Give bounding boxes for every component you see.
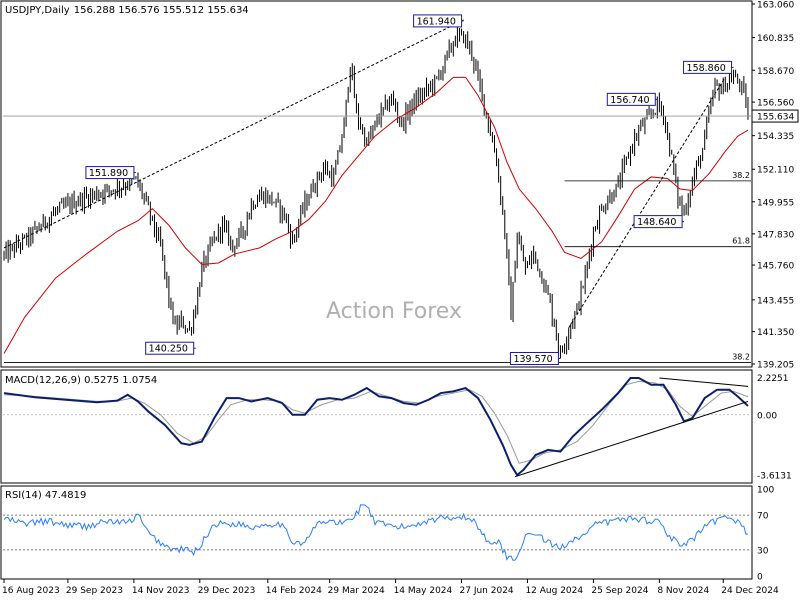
price-annotation-label: 161.940: [417, 16, 456, 27]
price-axis-tick-label: 158.670: [757, 67, 794, 77]
fibonacci-level-label: 38.2: [732, 171, 750, 180]
price-annotation-label: 156.740: [610, 95, 649, 106]
time-axis-label: 14 Nov 2023: [132, 586, 190, 596]
price-annotation-label: 148.640: [637, 217, 676, 228]
price-annotation-label: 139.570: [513, 354, 552, 365]
price-axis-tick-label: 154.335: [757, 132, 794, 142]
rsi-axis-tick-label: 100: [757, 486, 774, 496]
rsi-axis-tick-label: 30: [757, 546, 769, 556]
macd-axis-tick-label: 2.2251: [757, 374, 789, 384]
symbol-label: USDJPY,Daily: [5, 5, 70, 16]
rsi-axis-tick-label: 70: [757, 512, 769, 522]
time-axis-label: 14 May 2024: [394, 586, 453, 596]
price-annotation-label: 151.890: [89, 168, 128, 179]
macd-title: MACD(12,26,9) 0.5275 1.0754: [5, 375, 157, 386]
macd-trendline: [514, 400, 749, 478]
price-axis-tick-label: 145.760: [757, 262, 794, 272]
price-trendline: [3, 19, 464, 249]
price-title: USDJPY,Daily 156.288 156.576 155.512 155.…: [5, 5, 249, 16]
time-axis-label: 14 Feb 2024: [266, 586, 322, 596]
macd-axis-tick-label: -3.6131: [757, 472, 792, 482]
time-axis-label: 29 Sep 2023: [66, 586, 123, 596]
price-axis-tick-label: 160.835: [757, 34, 794, 44]
moving-average-line: [3, 76, 749, 354]
time-axis-label: 29 Mar 2024: [328, 586, 385, 596]
time-axis-label: 24 Dec 2024: [721, 586, 779, 596]
current-price-label: 155.634: [757, 113, 794, 123]
watermark: Action Forex: [326, 299, 462, 324]
price-axis-tick-label: 149.955: [757, 198, 794, 208]
price-trendline: [568, 77, 726, 329]
price-axis-tick-label: 163.060: [757, 1, 794, 11]
fibonacci-level-label: 38.2: [732, 353, 750, 362]
time-axis-label: 12 Aug 2024: [525, 586, 583, 596]
macd-axis-tick-label: 0.00: [757, 411, 777, 421]
price-axis-tick-label: 139.205: [757, 361, 794, 371]
price-axis-tick-label: 156.560: [757, 99, 794, 109]
time-axis-label: 25 Sep 2024: [591, 586, 648, 596]
macd-signal-line: [4, 380, 749, 464]
rsi-line: [3, 504, 749, 561]
macd-trendline: [659, 377, 749, 387]
macd-line: [3, 377, 749, 477]
rsi-axis-tick-label: 0: [757, 573, 763, 583]
time-axis-label: 27 Jun 2024: [460, 586, 514, 596]
macd-panel-frame: [0, 369, 753, 484]
ohlc-header: 156.288 156.576 155.512 155.634: [74, 5, 249, 16]
price-annotation-label: 158.860: [687, 63, 726, 74]
price-axis-tick-label: 152.110: [757, 166, 794, 176]
rsi-panel-frame: [0, 485, 753, 580]
price-axis-tick-label: 141.350: [757, 328, 794, 338]
fibonacci-level-label: 61.8: [732, 237, 750, 246]
price-panel-frame: [0, 0, 753, 368]
price-annotation-label: 140.250: [149, 344, 188, 355]
price-axis-tick-label: 143.455: [757, 296, 794, 306]
rsi-title: RSI(14) 47.4819: [5, 490, 86, 501]
current-price-box: [751, 109, 799, 123]
time-axis-label: 8 Nov 2024: [657, 586, 709, 596]
time-axis-label: 29 Dec 2023: [198, 586, 256, 596]
price-axis-tick-label: 147.830: [757, 230, 794, 240]
time-axis-label: 16 Aug 2023: [2, 586, 60, 596]
